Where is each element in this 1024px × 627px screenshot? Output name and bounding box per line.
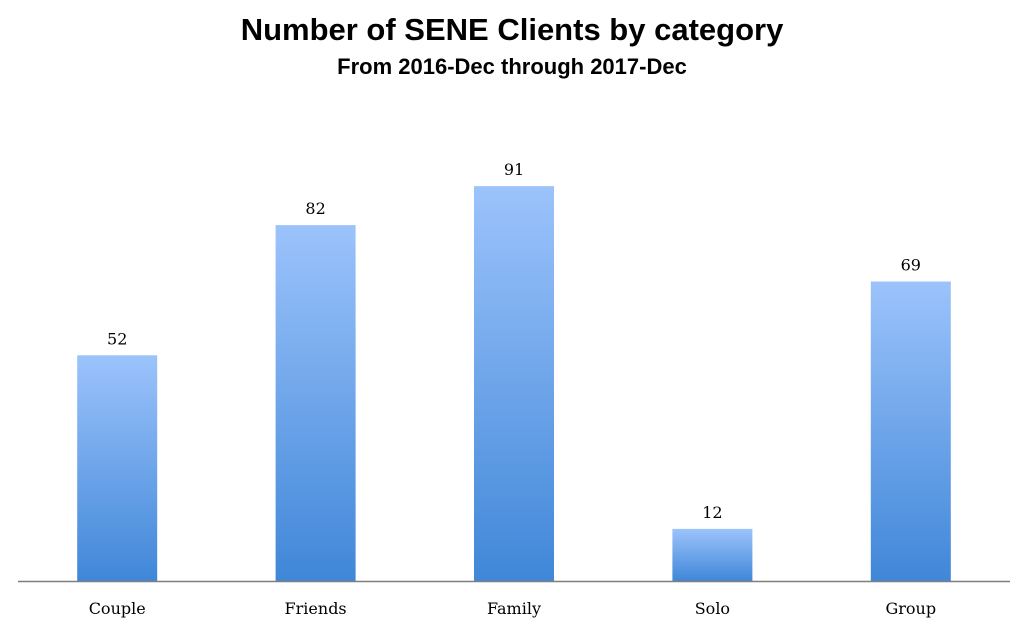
x-tick-label-solo: Solo	[695, 599, 730, 618]
data-label-couple: 52	[107, 329, 127, 348]
data-label-solo: 12	[702, 503, 722, 522]
bar-solo	[672, 528, 753, 581]
bar-group	[870, 281, 951, 581]
x-tick-label-couple: Couple	[89, 599, 146, 618]
data-label-friends: 82	[305, 199, 325, 218]
x-tick-label-group: Group	[885, 599, 936, 618]
bar-couple	[77, 355, 158, 581]
bar-friends	[275, 225, 356, 581]
chart-subtitle: From 2016-Dec through 2017-Dec	[337, 54, 687, 79]
data-label-family: 91	[504, 160, 524, 179]
data-label-group: 69	[901, 256, 921, 275]
x-tick-label-family: Family	[487, 599, 541, 618]
bar-family	[474, 186, 554, 581]
x-tick-label-friends: Friends	[285, 599, 347, 618]
chart-title: Number of SENE Clients by category	[240, 12, 784, 47]
